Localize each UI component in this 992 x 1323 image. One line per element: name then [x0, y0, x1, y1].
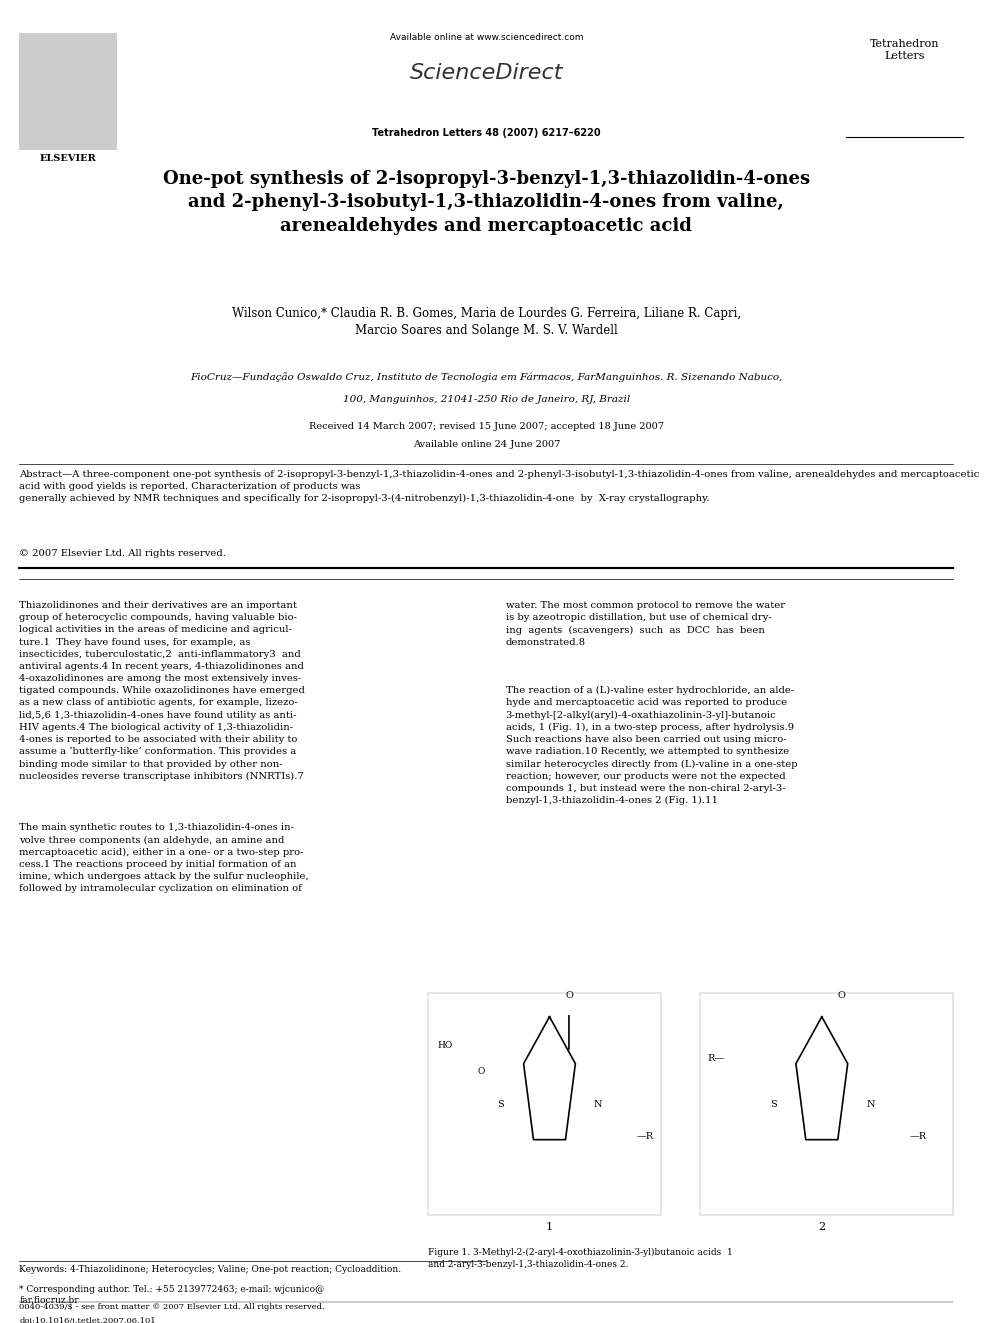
- Text: * Corresponding author. Tel.: +55 2139772463; e-mail: wjcunico@
far.fiocruz.br: * Corresponding author. Tel.: +55 213977…: [20, 1285, 324, 1304]
- Text: water. The most common protocol to remove the water
is by azeotropic distillatio: water. The most common protocol to remov…: [506, 601, 785, 647]
- Text: —R: —R: [910, 1132, 927, 1142]
- Text: —R: —R: [637, 1132, 654, 1142]
- Text: Wilson Cunico,* Claudia R. B. Gomes, Maria de Lourdes G. Ferreira, Liliane R. Ca: Wilson Cunico,* Claudia R. B. Gomes, Mar…: [232, 307, 741, 337]
- Text: Available online at www.sciencedirect.com: Available online at www.sciencedirect.co…: [390, 33, 583, 41]
- Text: S: S: [770, 1099, 777, 1109]
- Text: Available online 24 June 2007: Available online 24 June 2007: [413, 441, 559, 450]
- Text: FioCruz—Fundação Oswaldo Cruz, Instituto de Tecnologia em Fármacos, FarManguinho: FioCruz—Fundação Oswaldo Cruz, Instituto…: [190, 373, 783, 382]
- Bar: [428, 994, 662, 1216]
- Text: Keywords: 4-Thiazolidinone; Heterocycles; Valine; One-pot reaction; Cycloadditio: Keywords: 4-Thiazolidinone; Heterocycles…: [20, 1265, 402, 1274]
- Text: The reaction of a (L)-valine ester hydrochloride, an alde-
hyde and mercaptoacet: The reaction of a (L)-valine ester hydro…: [506, 687, 798, 806]
- Text: Received 14 March 2007; revised 15 June 2007; accepted 18 June 2007: Received 14 March 2007; revised 15 June …: [309, 422, 664, 431]
- Text: Thiazolidinones and their derivatives are an important
group of heterocyclic com: Thiazolidinones and their derivatives ar…: [20, 601, 306, 781]
- Text: O: O: [565, 991, 572, 1000]
- Text: N: N: [594, 1099, 602, 1109]
- Text: Abstract—A three-component one-pot synthesis of 2-isopropyl-3-benzyl-1,3-thiazol: Abstract—A three-component one-pot synth…: [20, 471, 980, 503]
- Text: Tetrahedron
Letters: Tetrahedron Letters: [870, 40, 939, 61]
- Text: 0040-4039/$ - see front matter © 2007 Elsevier Ltd. All rights reserved.: 0040-4039/$ - see front matter © 2007 El…: [20, 1303, 325, 1311]
- Text: © 2007 Elsevier Ltd. All rights reserved.: © 2007 Elsevier Ltd. All rights reserved…: [20, 549, 226, 558]
- Text: O: O: [837, 991, 845, 1000]
- Text: R—: R—: [707, 1054, 724, 1064]
- Text: ELSEVIER: ELSEVIER: [40, 155, 96, 163]
- Text: Tetrahedron Letters 48 (2007) 6217–6220: Tetrahedron Letters 48 (2007) 6217–6220: [372, 128, 600, 138]
- Bar: [20, 33, 117, 151]
- Text: N: N: [866, 1099, 875, 1109]
- Text: S: S: [497, 1099, 504, 1109]
- Text: Figure 1. 3-Methyl-2-(2-aryl-4-oxothiazolinin-3-yl)butanoic acids  1
and 2-aryl-: Figure 1. 3-Methyl-2-(2-aryl-4-oxothiazo…: [428, 1248, 733, 1269]
- Text: ScienceDirect: ScienceDirect: [410, 62, 563, 83]
- Text: One-pot synthesis of 2-isopropyl-3-benzyl-1,3-thiazolidin-4-ones
and 2-phenyl-3-: One-pot synthesis of 2-isopropyl-3-benzy…: [163, 169, 809, 235]
- Text: O: O: [478, 1068, 485, 1076]
- Text: 1: 1: [546, 1222, 554, 1232]
- Text: HO: HO: [437, 1041, 452, 1050]
- Text: 2: 2: [818, 1222, 825, 1232]
- Text: doi:10.1016/j.tetlet.2007.06.101: doi:10.1016/j.tetlet.2007.06.101: [20, 1318, 156, 1323]
- Text: The main synthetic routes to 1,3-thiazolidin-4-ones in-
volve three components (: The main synthetic routes to 1,3-thiazol…: [20, 823, 310, 893]
- Bar: [700, 994, 953, 1216]
- Text: 100, Manguinhos, 21041-250 Rio de Janeiro, RJ, Brazil: 100, Manguinhos, 21041-250 Rio de Janeir…: [342, 394, 630, 404]
